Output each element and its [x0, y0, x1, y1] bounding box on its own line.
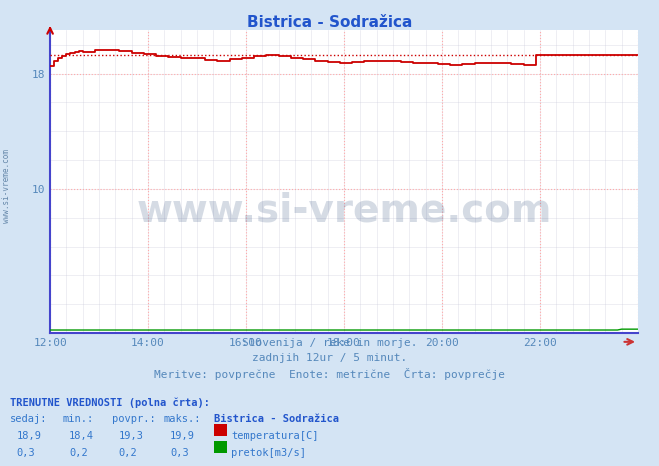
Text: zadnjih 12ur / 5 minut.: zadnjih 12ur / 5 minut. [252, 353, 407, 363]
Text: www.si-vreme.com: www.si-vreme.com [2, 150, 11, 223]
Text: min.:: min.: [63, 414, 94, 424]
Text: 0,2: 0,2 [69, 448, 88, 458]
Text: 18,9: 18,9 [16, 431, 42, 441]
Text: Slovenija / reke in morje.: Slovenija / reke in morje. [242, 338, 417, 348]
Text: 18,4: 18,4 [69, 431, 94, 441]
Text: sedaj:: sedaj: [10, 414, 47, 424]
Text: Meritve: povprečne  Enote: metrične  Črta: povprečje: Meritve: povprečne Enote: metrične Črta:… [154, 368, 505, 380]
Text: Bistrica - Sodražica: Bistrica - Sodražica [247, 15, 412, 30]
Text: 0,3: 0,3 [170, 448, 188, 458]
Text: www.si-vreme.com: www.si-vreme.com [136, 192, 552, 230]
Text: maks.:: maks.: [163, 414, 201, 424]
Text: temperatura[C]: temperatura[C] [231, 431, 319, 441]
Text: 19,3: 19,3 [119, 431, 144, 441]
Text: pretok[m3/s]: pretok[m3/s] [231, 448, 306, 458]
Text: TRENUTNE VREDNOSTI (polna črta):: TRENUTNE VREDNOSTI (polna črta): [10, 397, 210, 408]
Text: 0,3: 0,3 [16, 448, 35, 458]
Text: povpr.:: povpr.: [112, 414, 156, 424]
Text: 19,9: 19,9 [170, 431, 195, 441]
Text: Bistrica - Sodražica: Bistrica - Sodražica [214, 414, 339, 424]
Text: 0,2: 0,2 [119, 448, 137, 458]
